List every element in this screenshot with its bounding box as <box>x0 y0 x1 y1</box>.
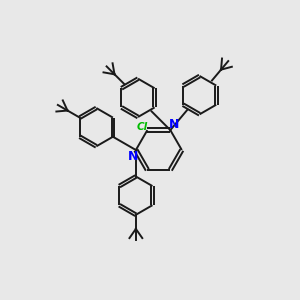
Text: N: N <box>128 150 138 163</box>
Text: N: N <box>169 118 179 131</box>
Text: Cl: Cl <box>137 122 148 132</box>
